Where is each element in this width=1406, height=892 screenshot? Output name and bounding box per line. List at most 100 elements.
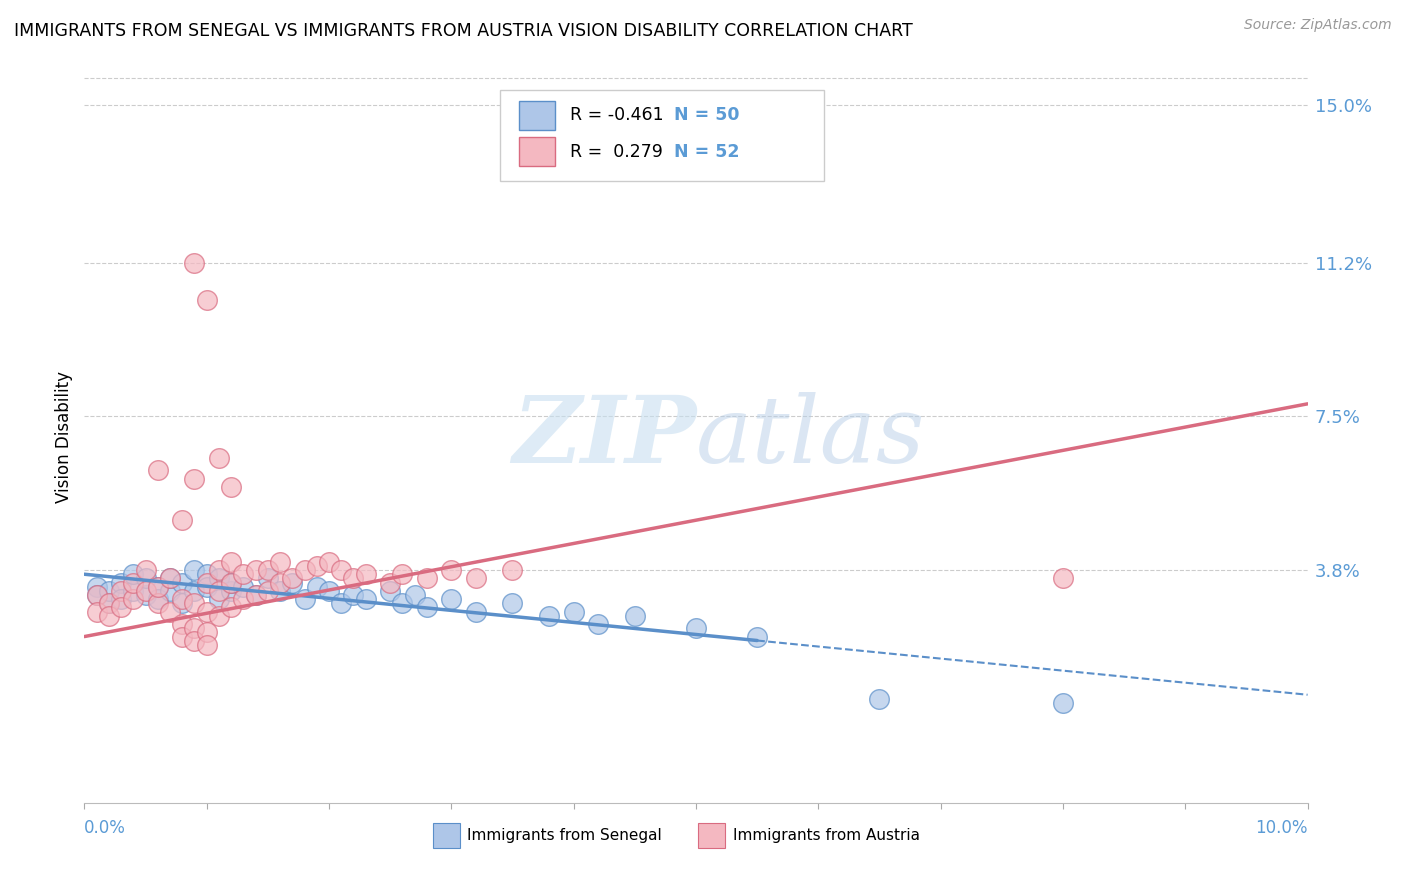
Point	[208, 583, 231, 598]
Text: IMMIGRANTS FROM SENEGAL VS IMMIGRANTS FROM AUSTRIA VISION DISABILITY CORRELATION: IMMIGRANTS FROM SENEGAL VS IMMIGRANTS FR…	[14, 22, 912, 40]
Point	[219, 555, 242, 569]
Point	[219, 575, 242, 590]
Point	[159, 571, 181, 585]
Point	[208, 592, 231, 607]
Point	[159, 605, 181, 619]
Point	[219, 575, 242, 590]
Point	[869, 692, 891, 706]
Point	[281, 575, 304, 590]
Point	[318, 555, 340, 569]
Point	[208, 450, 231, 465]
Point	[294, 563, 316, 577]
Point	[257, 571, 280, 585]
Point	[146, 580, 169, 594]
Point	[195, 625, 218, 640]
Point	[86, 588, 108, 602]
Point	[318, 583, 340, 598]
Text: Source: ZipAtlas.com: Source: ZipAtlas.com	[1244, 18, 1392, 32]
Bar	[519, 137, 555, 167]
Point	[342, 588, 364, 602]
Point	[86, 588, 108, 602]
Point	[135, 563, 157, 577]
Point	[330, 563, 353, 577]
Point	[281, 571, 304, 585]
Point	[416, 600, 439, 615]
Point	[146, 596, 169, 610]
Text: N = 50: N = 50	[673, 106, 740, 124]
Point	[172, 513, 194, 527]
Point	[122, 575, 145, 590]
Y-axis label: Vision Disability: Vision Disability	[55, 371, 73, 503]
Point	[195, 567, 218, 582]
Point	[86, 605, 108, 619]
Point	[97, 608, 120, 623]
Point	[110, 600, 132, 615]
FancyBboxPatch shape	[501, 90, 824, 181]
Point	[172, 630, 194, 644]
Point	[219, 583, 242, 598]
Text: Immigrants from Senegal: Immigrants from Senegal	[467, 828, 662, 843]
Point	[172, 592, 194, 607]
Point	[219, 600, 242, 615]
Point	[305, 580, 328, 594]
Point	[294, 592, 316, 607]
Point	[110, 575, 132, 590]
Point	[685, 621, 707, 635]
Point	[354, 592, 377, 607]
Point	[195, 638, 218, 652]
Point	[208, 563, 231, 577]
Point	[110, 583, 132, 598]
Point	[183, 255, 205, 269]
Point	[183, 583, 205, 598]
Text: 0.0%: 0.0%	[84, 820, 127, 838]
Point	[183, 621, 205, 635]
Point	[146, 463, 169, 477]
Bar	[433, 822, 460, 848]
Text: ZIP: ZIP	[512, 392, 696, 482]
Point	[257, 583, 280, 598]
Text: R = -0.461: R = -0.461	[569, 106, 664, 124]
Text: R =  0.279: R = 0.279	[569, 143, 662, 161]
Point	[146, 580, 169, 594]
Point	[135, 571, 157, 585]
Point	[269, 575, 291, 590]
Point	[172, 617, 194, 632]
Point	[464, 571, 486, 585]
Text: N = 52: N = 52	[673, 143, 740, 161]
Point	[330, 596, 353, 610]
Point	[172, 596, 194, 610]
Point	[416, 571, 439, 585]
Point	[624, 608, 647, 623]
Point	[380, 575, 402, 590]
Point	[172, 575, 194, 590]
Point	[502, 596, 524, 610]
Point	[562, 605, 585, 619]
Point	[183, 596, 205, 610]
Point	[232, 580, 254, 594]
Point	[245, 588, 267, 602]
Point	[195, 580, 218, 594]
Point	[183, 633, 205, 648]
Point	[586, 617, 609, 632]
Bar	[519, 101, 555, 130]
Point	[183, 472, 205, 486]
Point	[195, 293, 218, 307]
Text: 10.0%: 10.0%	[1256, 820, 1308, 838]
Point	[305, 558, 328, 573]
Point	[342, 571, 364, 585]
Point	[1052, 571, 1074, 585]
Point	[219, 480, 242, 494]
Point	[195, 605, 218, 619]
Point	[122, 567, 145, 582]
Point	[208, 608, 231, 623]
Point	[195, 575, 218, 590]
Point	[135, 588, 157, 602]
Point	[380, 583, 402, 598]
Point	[97, 583, 120, 598]
Point	[269, 555, 291, 569]
Point	[257, 563, 280, 577]
Point	[269, 583, 291, 598]
Point	[391, 567, 413, 582]
Point	[245, 588, 267, 602]
Point	[404, 588, 426, 602]
